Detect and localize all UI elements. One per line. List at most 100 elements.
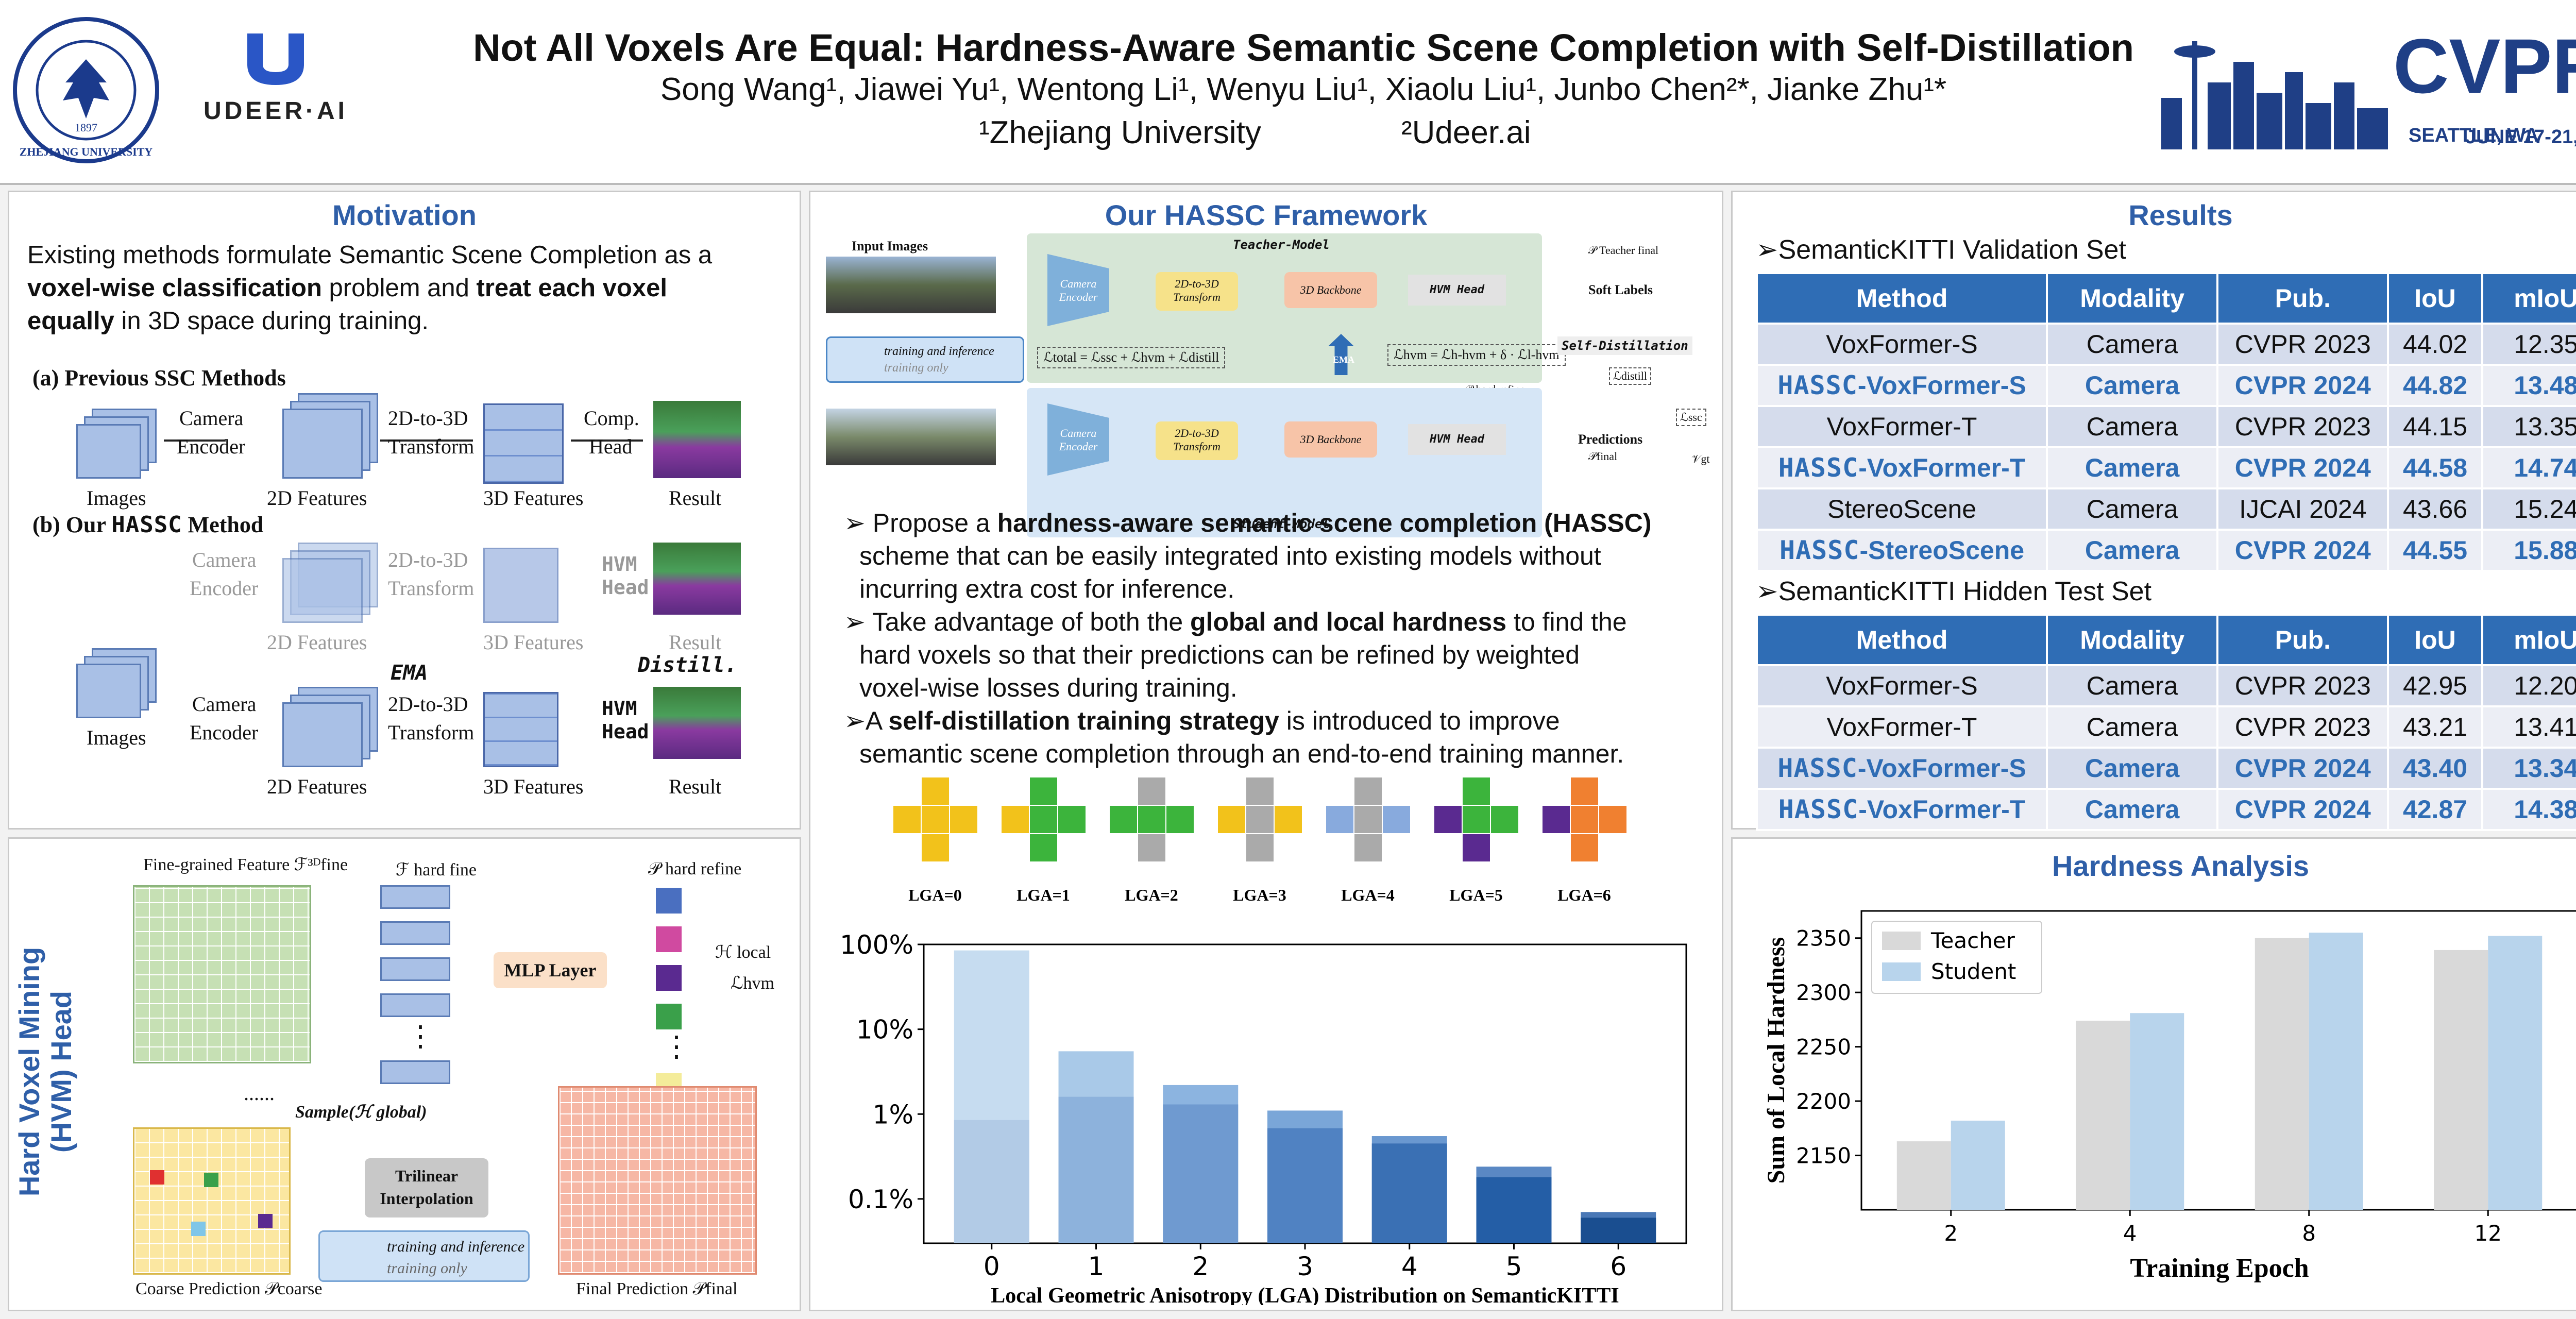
svg-text:ZHEJIANG UNIVERSITY: ZHEJIANG UNIVERSITY: [20, 145, 153, 158]
y-tick-label: 2350: [1796, 926, 1851, 951]
affiliation-2: ²Udeer.ai: [1401, 115, 1531, 150]
modality-cell: Camera: [2046, 529, 2219, 572]
hvm-dots: ......: [244, 1081, 275, 1105]
table-row: StereoScene Camera IJCAI 2024 43.66 15.24: [1755, 487, 2576, 531]
pub-cell: CVPR 2024: [2216, 747, 2389, 790]
hardness-chart: 2150 2200 2250 2300 2350 2 4 8 12 Training Epoch S…: [1762, 910, 2576, 1283]
y-tick-label: 2250: [1796, 1035, 1851, 1060]
method-cell: HASSC-VoxFormer-S: [1755, 364, 2048, 407]
lga-cube-icon: LGA=5: [1433, 777, 1519, 904]
pub-cell: CVPR 2024: [2216, 788, 2389, 831]
legend-swatch: [1882, 932, 1921, 950]
bar-student: [1951, 1121, 2005, 1210]
iou-cell: 42.87: [2387, 788, 2483, 831]
iou-cell: 44.15: [2387, 405, 2483, 448]
col-header: Modality: [2046, 614, 2219, 666]
x-tick-label: 2: [1944, 1221, 1958, 1246]
bar-hard: [1267, 1128, 1343, 1243]
lga-chart: 0.1% 1% 10% 100% 0 1 2 3 4 5 6 Local Geometric Anis…: [841, 934, 1687, 1305]
cvpr-logo: CVPR SEATTLE, WA JUNE 17-21, 2024 JUNE 1…: [2161, 21, 2576, 155]
x-tick-label: 3: [1297, 1252, 1313, 1281]
miou-cell: 13.34: [2481, 747, 2576, 790]
framework-panel: Our HASSC Framework Input Images Teacher…: [809, 191, 1723, 1311]
lga-cube-icon: LGA=6: [1541, 777, 1628, 904]
val-set-title: ➢SemanticKITTI Validation Set: [1756, 235, 2126, 265]
coarse-cube: [133, 1127, 291, 1275]
col-header: Pub.: [2216, 614, 2389, 666]
iou-cell: 42.95: [2387, 664, 2483, 707]
lga-cube-icon: LGA=2: [1109, 777, 1195, 904]
miou-cell: 12.20: [2481, 664, 2576, 707]
author-list: Song Wang¹, Jiawei Yu¹, Wentong Li¹, Wen…: [660, 72, 1947, 107]
lga-cube-icon: LGA=4: [1325, 777, 1411, 904]
method-cell: HASSC-VoxFormer-S: [1755, 747, 2048, 790]
table-row: HASSC-VoxFormer-T Camera CVPR 2024 44.58 14.…: [1755, 446, 2576, 489]
modality-cell: Camera: [2046, 405, 2219, 448]
pub-cell: CVPR 2023: [2216, 664, 2389, 707]
method-cell: VoxFormer-T: [1755, 405, 2048, 448]
bar-student: [2130, 1013, 2184, 1210]
final-cube: [558, 1086, 757, 1275]
x-axis-label: Training Epoch: [2130, 1254, 2309, 1283]
iou-cell: 43.40: [2387, 747, 2483, 790]
method-cell: VoxFormer-T: [1755, 705, 2048, 749]
lga-cube-icon: LGA=3: [1217, 777, 1303, 904]
coarse-label: Coarse Prediction 𝒫coarse: [135, 1279, 323, 1298]
results-panel: Results ➢SemanticKITTI Validation Set Me…: [1731, 191, 2576, 831]
col-header: mIoU: [2481, 272, 2576, 325]
table-row: HASSC-StereoScene Camera CVPR 2024 44.55 15.…: [1755, 529, 2576, 572]
framework-title: Our HASSC Framework: [1105, 199, 1428, 231]
pub-cell: CVPR 2023: [2216, 323, 2389, 366]
pub-cell: CVPR 2023: [2216, 405, 2389, 448]
iou-cell: 44.58: [2387, 446, 2483, 489]
p-refine-stack: ⋮: [656, 888, 691, 1114]
lga-label: LGA=0: [908, 886, 962, 904]
miou-cell: 15.24: [2481, 487, 2576, 531]
bar-hard: [1476, 1177, 1552, 1243]
hvm-legend: training and inference training only: [318, 1230, 530, 1282]
l-hvm-label: ℒhvm: [731, 974, 774, 993]
p-refine-label: 𝒫 hard refine: [648, 859, 742, 878]
modality-cell: Camera: [2046, 788, 2219, 831]
pub-cell: CVPR 2023: [2216, 705, 2389, 749]
validation-table: Method Modality Pub. IoU mIoU VoxFormer-S Came…: [1755, 272, 2576, 572]
motivation-text: Existing methods formulate Semantic Scen…: [27, 241, 713, 335]
x-tick-label: 8: [2302, 1221, 2316, 1246]
col-header: Method: [1755, 614, 2048, 666]
col-header: IoU: [2387, 614, 2483, 666]
modality-cell: Camera: [2046, 323, 2219, 366]
x-tick-label: 2: [1192, 1252, 1209, 1281]
bar-hard: [1163, 1104, 1239, 1243]
fine-feature-cube: [133, 885, 311, 1063]
svg-text:SEATTLE, WA: SEATTLE, WA: [2409, 125, 2539, 146]
method-cell: StereoScene: [1755, 487, 2048, 531]
method-cell: HASSC-StereoScene: [1755, 529, 2048, 572]
col-header: Method: [1755, 272, 2048, 325]
lga-label: LGA=6: [1557, 886, 1611, 904]
miou-cell: 13.35: [2481, 405, 2576, 448]
modality-cell: Camera: [2046, 664, 2219, 707]
y-tick-label: 100%: [841, 934, 913, 960]
bar-teacher: [1896, 1141, 1951, 1210]
chart-legend: Teacher Student: [1871, 921, 2042, 994]
x-tick-label: 6: [1610, 1252, 1626, 1281]
col-header: IoU: [2387, 272, 2483, 325]
previous-methods-label: (a) Previous SSC Methods: [32, 365, 286, 391]
pub-cell: IJCAI 2024: [2216, 487, 2389, 531]
lga-label: LGA=1: [1016, 886, 1070, 904]
x-tick-label: 0: [984, 1252, 1000, 1281]
final-label: Final Prediction 𝒫final: [576, 1279, 738, 1298]
legend-swatch: [1882, 962, 1921, 981]
pub-cell: CVPR 2024: [2216, 529, 2389, 572]
y-tick-label: 10%: [856, 1015, 913, 1045]
bar-hard: [1058, 1096, 1134, 1243]
f-hard-stack: ⋮: [380, 885, 452, 1117]
lga-cubes: LGA=0 LGA=1 LGA=2 LGA=3 LGA=4 LGA=5 LGA=6: [892, 777, 1628, 904]
iou-cell: 43.66: [2387, 487, 2483, 531]
modality-cell: Camera: [2046, 747, 2219, 790]
cvpr-dates: JUNE 17-21, 2024: [2465, 126, 2576, 148]
miou-cell: 13.41: [2481, 705, 2576, 749]
table-row: VoxFormer-T Camera CVPR 2023 44.15 13.35: [1755, 405, 2576, 448]
pub-cell: CVPR 2024: [2216, 364, 2389, 407]
x-tick-label: 4: [2123, 1221, 2137, 1246]
